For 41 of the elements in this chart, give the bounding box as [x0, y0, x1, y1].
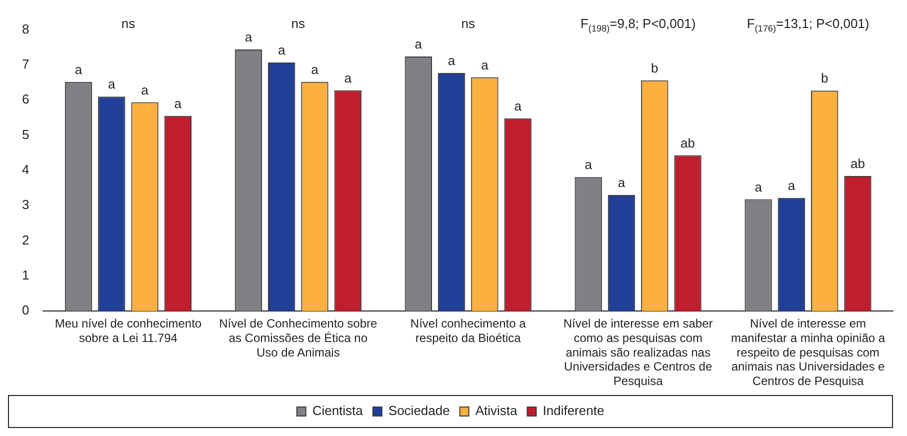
y-tick-label: 5 [22, 126, 30, 142]
x-tick-label: Nível de interesse em saber como as pesquisas com animais são realizadas nas Universidades e Centros de Pesquisa [563, 316, 713, 388]
data-label: a [278, 42, 286, 58]
y-tick-label: 1 [22, 267, 30, 282]
y-tick-label: 4 [22, 162, 30, 177]
data-label: a [448, 53, 456, 68]
data-label: a [481, 57, 490, 72]
data-label: a [108, 76, 116, 92]
y-tick-label: 8 [22, 21, 30, 36]
data-label: a [788, 178, 796, 193]
data-label: a [584, 157, 593, 172]
data-label: a [414, 36, 423, 52]
data-label: a [754, 179, 763, 194]
data-label: ab [680, 135, 696, 150]
x-tick-label: Nível conhecimento a respeito da Bioética [410, 316, 526, 345]
legend-label: Cientista [312, 403, 364, 418]
data-label: a [514, 98, 522, 114]
y-tick-label: 0 [22, 302, 30, 318]
data-label: a [244, 30, 253, 45]
data-label: ab [850, 156, 865, 172]
data-label: a [141, 82, 150, 98]
x-tick-label: Meu nível de conhecimento sobre a Lei 11.794 [54, 316, 202, 345]
legend-label: Indiferente [542, 403, 604, 418]
legend-label: Ativista [475, 403, 518, 418]
legend-label: Sociedade [388, 403, 450, 418]
y-tick-label: 7 [22, 56, 30, 72]
y-tick-label: 2 [22, 232, 30, 248]
x-tick-label: Nível de interesse em manifestar a minha opinião a respeito de pesquisas com animais nas Universidades e Centros de Pesquisa [730, 316, 886, 388]
data-label: a [174, 96, 182, 111]
annotation: ns [291, 16, 306, 31]
y-tick-label: 6 [22, 92, 30, 107]
y-tick-label: 3 [22, 197, 30, 212]
annotation: ns [121, 16, 136, 31]
data-label: a [311, 62, 320, 77]
data-label: b [820, 70, 828, 86]
annotation: ns [461, 16, 476, 31]
data-label: a [618, 175, 626, 190]
data-label: a [74, 62, 83, 77]
data-label: a [344, 70, 352, 86]
data-label: b [651, 60, 658, 76]
x-tick-label: Nível de Conhecimento sobre as Comissões de Ética no Uso de Animais [219, 316, 378, 360]
